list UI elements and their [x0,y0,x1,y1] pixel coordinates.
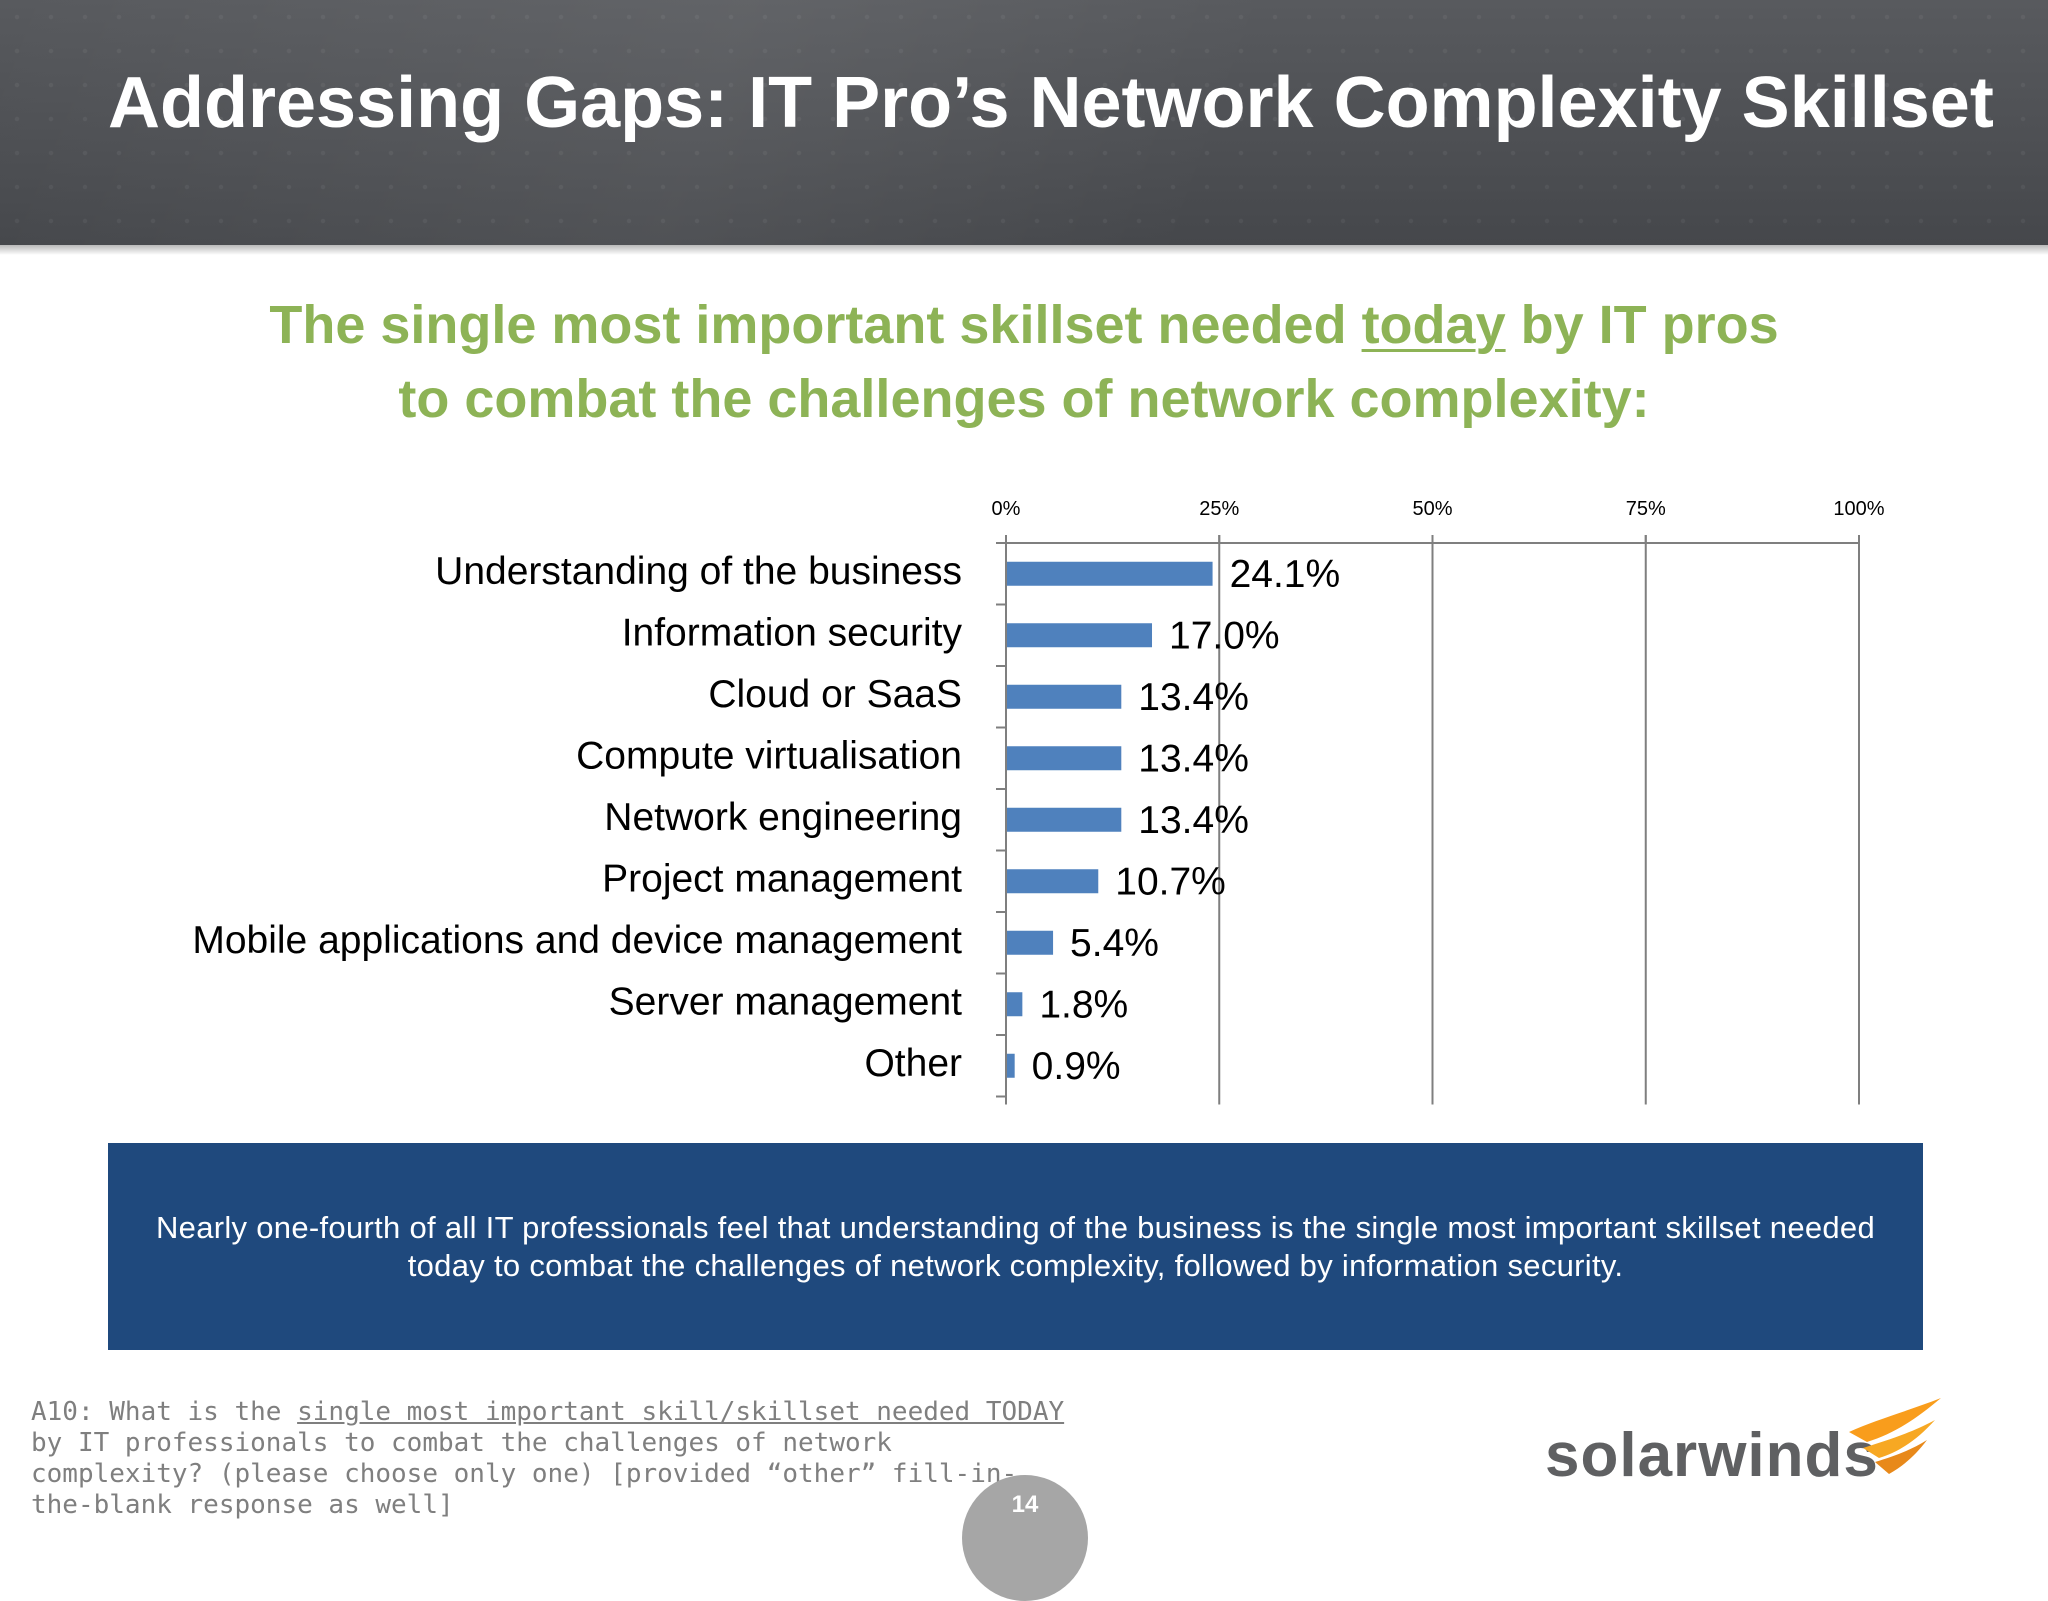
page-number: 14 [962,1475,1088,1601]
subtitle-text-end: by IT pros [1505,295,1779,355]
category-label: Project management [602,857,962,900]
x-tick-label: 75% [1626,498,1666,520]
subtitle-text-start: The single most important skillset neede… [269,295,1362,355]
callout-box: Nearly one-fourth of all IT professional… [108,1143,1923,1350]
page-title: Addressing Gaps: IT Pro’s Network Comple… [108,63,1994,143]
bar [1007,684,1122,709]
data-label: 13.4% [1138,737,1249,780]
flame-icon [1849,1398,1941,1474]
data-label: 1.8% [1039,983,1128,1026]
callout-text: Nearly one-fourth of all IT professional… [155,1210,1876,1283]
data-label: 0.9% [1032,1045,1121,1088]
bar [1007,869,1099,894]
bar [1007,807,1122,832]
header-banner [0,0,2048,245]
x-tick-label: 100% [1833,498,1884,520]
survey-question-footnote: A10: What is the single most important s… [31,1397,1071,1521]
data-label: 24.1% [1230,553,1341,596]
header-shadow [0,245,2048,255]
bar [1007,623,1153,648]
footnote-suffix: by IT professionals to combat the challe… [31,1428,1018,1520]
x-tick-label: 25% [1199,498,1239,520]
logo-wordmark: solarwinds [1545,1421,1879,1490]
bar [1007,1053,1015,1078]
x-tick-label: 0% [992,498,1021,520]
category-label: Compute virtualisation [576,734,962,777]
category-label: Information security [622,611,963,654]
bar [1007,746,1122,771]
bar [1007,930,1054,955]
category-label: Understanding of the business [435,550,962,593]
category-label: Other [864,1042,962,1085]
header-texture [0,0,2048,245]
category-label: Mobile applications and device managemen… [192,919,962,962]
data-label: 17.0% [1169,614,1280,657]
category-label: Server management [609,980,963,1023]
bar-chart: 0% 25% 50% 75% 100% Understanding of the busi… [192,498,1885,1105]
data-label: 13.4% [1138,676,1249,719]
category-label: Network engineering [604,796,962,839]
subtitle-line-1: The single most important skillset neede… [0,288,2048,362]
subtitle-line-2: to combat the challenges of network comp… [398,369,1650,429]
data-label: 13.4% [1138,799,1249,842]
data-label: 5.4% [1070,922,1159,965]
bar [1007,561,1213,586]
bar [1007,992,1023,1017]
footnote-prefix: A10: What is the [31,1397,298,1427]
chart-subtitle: The single most important skillset neede… [0,288,2048,436]
header-sheen [0,0,2048,245]
footnote-underlined: single most important skill/skillset nee… [297,1397,1065,1427]
solarwinds-logo: solarwinds [1545,1390,1965,1500]
data-label: 10.7% [1115,860,1226,903]
category-label: Cloud or SaaS [708,673,962,716]
x-tick-label: 50% [1412,498,1452,520]
subtitle-emphasis: today [1361,295,1506,355]
